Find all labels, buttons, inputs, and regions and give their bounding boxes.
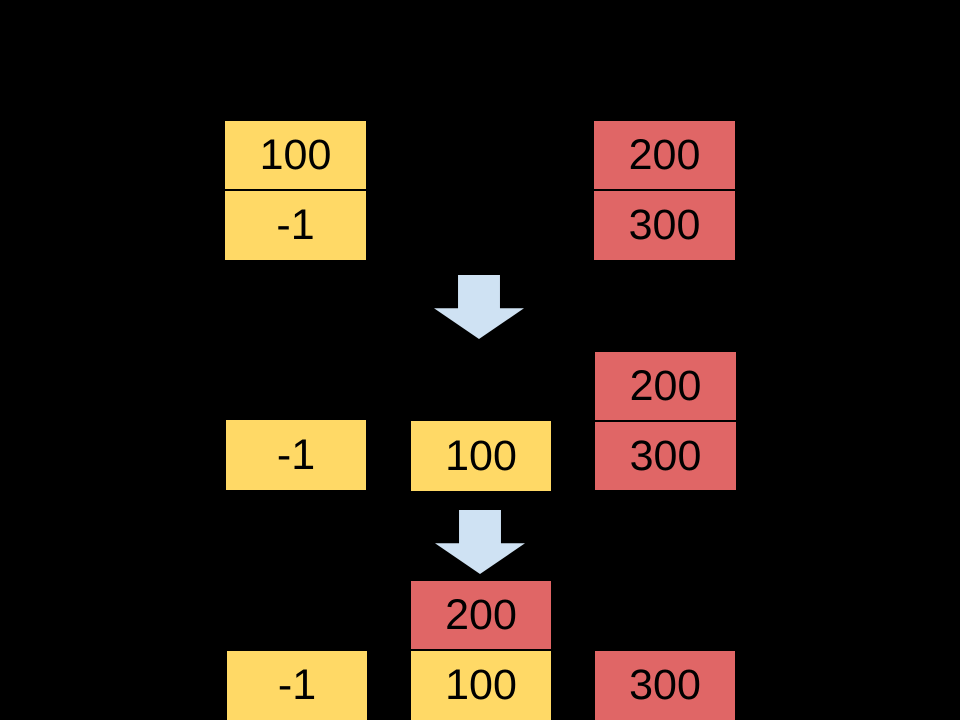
value-cell: 200 [595, 352, 736, 422]
value-cell: 100 [225, 121, 366, 191]
value-cell: -1 [226, 420, 366, 490]
stage1-yellow-stack: 100 -1 [225, 121, 366, 260]
value-cell: 200 [594, 121, 735, 191]
stage2-red-stack: 200 300 [595, 352, 736, 490]
value-cell: -1 [227, 651, 367, 720]
value-cell: 100 [411, 651, 551, 720]
stage1-red-stack: 200 300 [594, 121, 735, 260]
value-cell: 300 [595, 422, 736, 490]
down-arrow-icon [435, 510, 525, 574]
value-cell: 300 [595, 651, 735, 720]
value-cell: -1 [225, 191, 366, 260]
value-cell: 300 [594, 191, 735, 260]
value-cell: 100 [411, 421, 551, 491]
stage3-mixed-stack: 200 100 [411, 581, 551, 720]
value-cell: 200 [411, 581, 551, 651]
down-arrow-icon [434, 275, 524, 339]
